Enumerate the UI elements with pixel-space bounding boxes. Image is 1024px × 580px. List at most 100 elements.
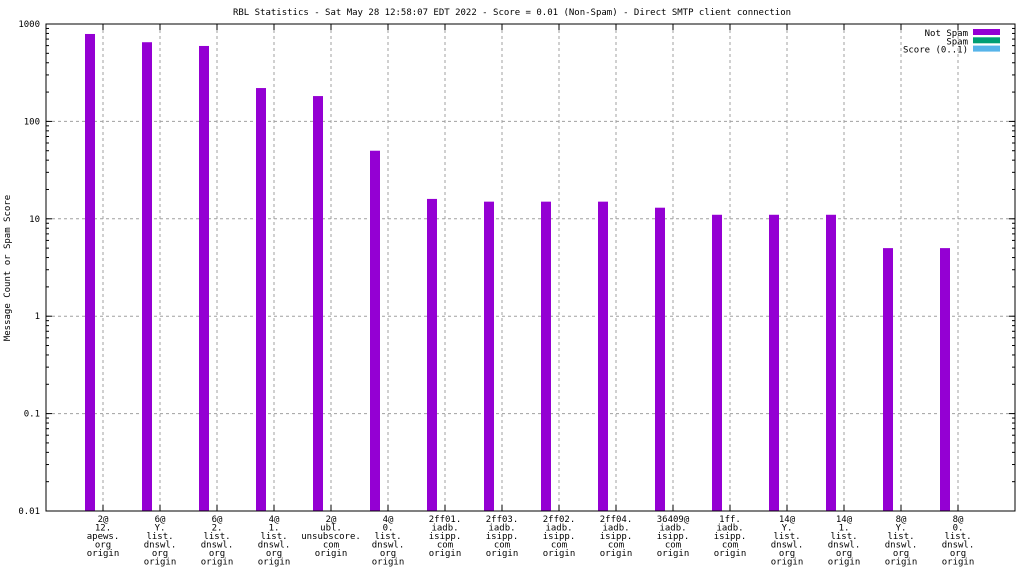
x-tick-label: origin (372, 558, 405, 568)
x-tick-label: org (266, 549, 282, 559)
x-tick-label: origin (258, 558, 291, 568)
x-tick-label: 6@ (212, 515, 223, 525)
x-tick-label: dnswl. (144, 541, 177, 551)
x-tick-label: 6@ (155, 515, 166, 525)
x-tick-label: origin (657, 549, 690, 559)
x-tick-label: origin (144, 558, 177, 568)
x-tick-label: iadb. (659, 524, 686, 534)
x-tick-label: org (950, 549, 966, 559)
bar-not-spam (313, 96, 323, 512)
x-tick-label: com (608, 541, 624, 551)
x-tick-label: Y. (155, 524, 166, 534)
y-tick-label: 0.1 (24, 410, 40, 420)
x-tick-label: iadb. (431, 524, 458, 534)
y-tick-label: 10 (29, 215, 40, 225)
x-tick-label: dnswl. (771, 541, 804, 551)
x-tick-label: 2ff01. (429, 515, 462, 525)
bars (85, 33, 950, 512)
legend-label: Score (0..1) (903, 46, 968, 56)
x-tick-label: iadb. (716, 524, 743, 534)
x-tick-label: 14@ (836, 515, 853, 525)
x-tick-label: iadb. (545, 524, 572, 534)
x-tick-label: 1. (269, 524, 280, 534)
x-tick-label: origin (429, 549, 462, 559)
x-tick-label: iadb. (488, 524, 515, 534)
x-tick-label: com (551, 541, 567, 551)
x-tick-label: 1ff. (719, 515, 741, 525)
x-tick-label: Y. (782, 524, 793, 534)
x-tick-label: 36409@ (657, 515, 690, 525)
x-tick-label: origin (828, 558, 861, 568)
x-tick-label: com (323, 541, 339, 551)
bar-not-spam (769, 214, 779, 511)
y-axis-label: Message Count or Spam Score (3, 195, 13, 341)
x-tick-label: org (893, 549, 909, 559)
legend-swatch (973, 29, 1000, 35)
x-tick-label: origin (315, 549, 348, 559)
bar-not-spam (142, 42, 152, 512)
x-tick-label: origin (771, 558, 804, 568)
x-tick-label: org (836, 549, 852, 559)
x-tick-label: 4@ (383, 515, 394, 525)
x-ticks: 2@12.apews.orgorigin6@Y.list.dnswl.orgor… (87, 24, 975, 568)
x-tick-label: isipp. (714, 532, 747, 542)
x-tick-label: list. (260, 532, 287, 542)
x-tick-label: origin (201, 558, 234, 568)
x-tick-label: com (722, 541, 738, 551)
x-tick-label: com (494, 541, 510, 551)
x-tick-label: origin (885, 558, 918, 568)
x-tick-label: org (380, 549, 396, 559)
x-tick-label: 8@ (896, 515, 907, 525)
x-tick-label: 2ff04. (600, 515, 633, 525)
bar-not-spam (370, 150, 380, 511)
x-tick-label: com (665, 541, 681, 551)
x-tick-label: list. (146, 532, 173, 542)
x-tick-label: origin (486, 549, 519, 559)
x-tick-label: origin (942, 558, 975, 568)
bar-not-spam (826, 214, 836, 511)
bar-not-spam (541, 201, 551, 511)
x-tick-label: dnswl. (885, 541, 918, 551)
x-tick-label: 1. (839, 524, 850, 534)
x-tick-label: 2ff03. (486, 515, 519, 525)
x-tick-label: 2@ (98, 515, 109, 525)
y-tick-label: 1000 (18, 20, 40, 30)
bar-not-spam (85, 33, 95, 511)
x-tick-label: Y. (896, 524, 907, 534)
y-tick-label: 0.01 (18, 507, 40, 517)
bar-not-spam (940, 248, 950, 512)
y-tick-label: 100 (24, 117, 40, 127)
bar-not-spam (199, 45, 209, 512)
bar-not-spam (256, 88, 266, 511)
x-tick-label: 4@ (269, 515, 280, 525)
x-tick-label: org (779, 549, 795, 559)
x-tick-label: org (209, 549, 225, 559)
legend-swatch (973, 45, 1000, 52)
x-tick-label: origin (600, 549, 633, 559)
x-tick-label: dnswl. (942, 541, 975, 551)
chart-title: RBL Statistics - Sat May 28 12:58:07 EDT… (233, 8, 791, 18)
x-tick-label: isipp. (657, 532, 690, 542)
x-tick-label: dnswl. (828, 541, 861, 551)
x-tick-label: list. (887, 532, 914, 542)
x-tick-label: isipp. (486, 532, 519, 542)
x-tick-label: com (437, 541, 453, 551)
bar-not-spam (655, 207, 665, 512)
x-tick-label: 0. (953, 524, 964, 534)
legend-swatch (973, 37, 1000, 44)
y-ticks: 0.01 0.1 1 10 100 1000 (18, 20, 1015, 517)
x-tick-label: 8@ (953, 515, 964, 525)
x-tick-label: org (152, 549, 168, 559)
x-tick-label: dnswl. (258, 541, 291, 551)
x-tick-label: origin (714, 549, 747, 559)
x-tick-label: 0. (383, 524, 394, 534)
x-tick-label: origin (87, 549, 120, 559)
x-tick-label: ubl. (320, 524, 342, 534)
x-tick-label: dnswl. (201, 541, 234, 551)
legend-label: Not Spam (925, 29, 968, 39)
x-tick-label: list. (203, 532, 230, 542)
x-tick-label: isipp. (429, 532, 462, 542)
x-tick-label: isipp. (543, 532, 576, 542)
